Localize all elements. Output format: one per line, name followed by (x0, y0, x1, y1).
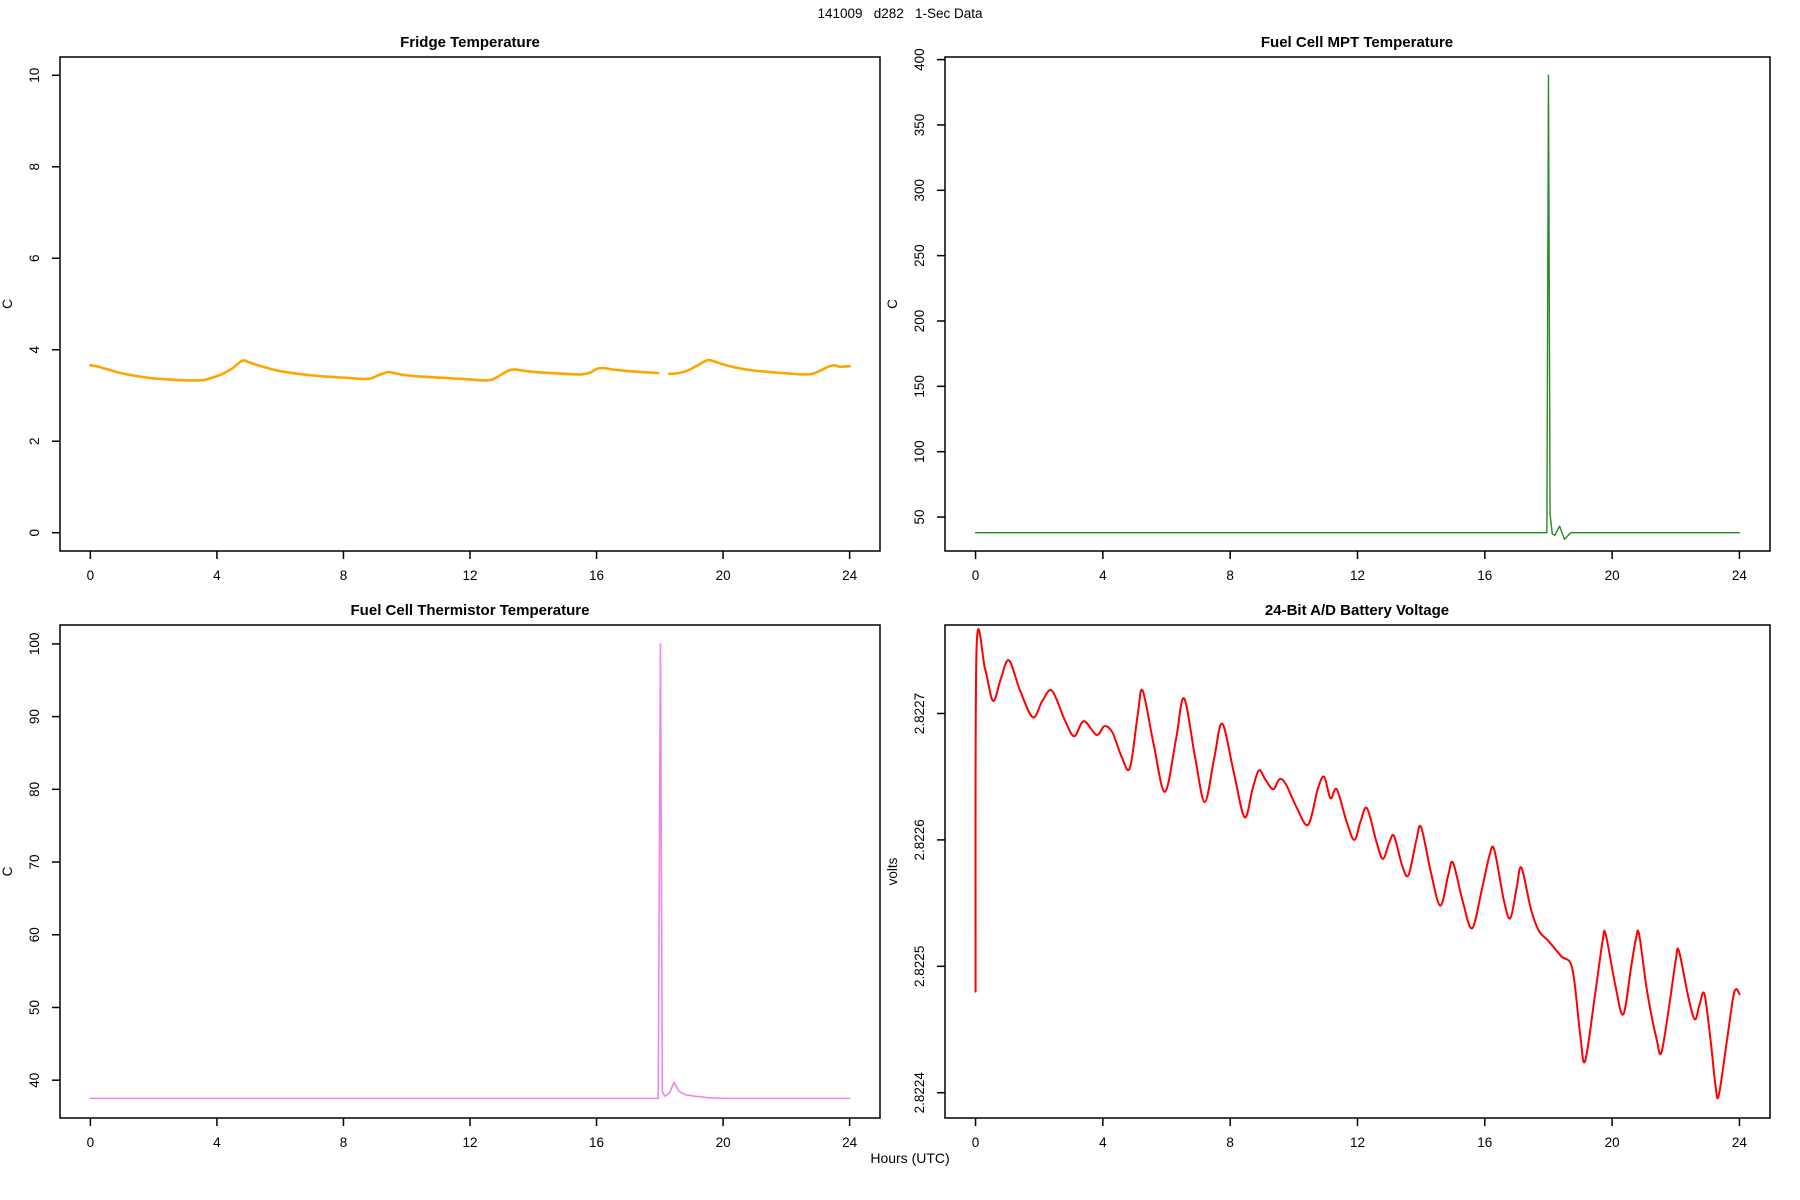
svg-text:12: 12 (462, 568, 477, 583)
panel-title-fuel-cell-mpt-temperature: Fuel Cell MPT Temperature (1260, 34, 1454, 51)
battery-voltage-x-axis: 0 4 8 12 16 20 24 (972, 1118, 1748, 1150)
battery-voltage-y-axis: 2.8224 2.8225 2.8226 2.8227 (912, 693, 945, 1114)
svg-text:400: 400 (912, 48, 927, 71)
panel-title-fuel-cell-thermistor-temperature: Fuel Cell Thermistor Temperature (350, 602, 590, 619)
svg-text:250: 250 (912, 244, 927, 267)
svg-text:12: 12 (1350, 568, 1365, 583)
battery-voltage-plot-box (944, 624, 1771, 1119)
svg-text:0: 0 (27, 529, 42, 537)
svg-text:10: 10 (27, 68, 42, 83)
svg-text:350: 350 (912, 114, 927, 137)
battery-voltage-y-axis-label: volts (885, 857, 900, 885)
fuel-cell-thermistor-temperature-plot-box (59, 624, 881, 1119)
svg-text:2.8226: 2.8226 (912, 819, 927, 860)
svg-text:300: 300 (912, 179, 927, 202)
fuel-cell-mpt-temperature-series (974, 74, 1741, 540)
main-title: 141009 d282 1-Sec Data (817, 6, 983, 21)
svg-text:0: 0 (972, 1135, 980, 1150)
fridge-temperature-series (89, 359, 660, 382)
svg-text:16: 16 (589, 1135, 604, 1150)
svg-text:24: 24 (842, 568, 858, 583)
svg-text:24: 24 (1732, 568, 1748, 583)
svg-text:2.8225: 2.8225 (912, 946, 927, 987)
svg-text:20: 20 (716, 568, 731, 583)
fuel-cell-thermistor-temperature-plot: 0 4 8 12 16 20 24 40 50 60 70 80 90 100 C (0, 624, 881, 1150)
svg-text:12: 12 (462, 1135, 477, 1150)
fuel-cell-thermistor-temperature-x-axis: 0 4 8 12 16 20 24 (87, 1118, 858, 1150)
svg-text:6: 6 (27, 255, 42, 263)
svg-text:60: 60 (27, 927, 42, 942)
fuel-cell-mpt-temperature-x-axis: 0 4 8 12 16 20 24 (972, 551, 1748, 583)
fridge-temperature-series (668, 358, 851, 376)
x-axis-label: Hours (UTC) (870, 1150, 950, 1166)
svg-text:100: 100 (912, 440, 927, 463)
svg-text:100: 100 (27, 633, 42, 656)
svg-text:12: 12 (1350, 1135, 1365, 1150)
svg-text:40: 40 (27, 1073, 42, 1088)
svg-text:20: 20 (1605, 1135, 1620, 1150)
svg-text:8: 8 (27, 163, 42, 171)
svg-text:50: 50 (912, 510, 927, 525)
fuel-cell-thermistor-temperature-y-axis: 40 50 60 70 80 90 100 (27, 633, 60, 1088)
svg-text:24: 24 (1732, 1135, 1748, 1150)
svg-text:2.8224: 2.8224 (912, 1072, 927, 1114)
svg-text:70: 70 (27, 855, 42, 870)
svg-text:90: 90 (27, 709, 42, 724)
fridge-temperature-plot-box (59, 56, 881, 552)
fuel-cell-mpt-temperature-plot-box (944, 56, 1771, 552)
fridge-temperature-y-axis: 0 2 4 6 8 10 (27, 68, 60, 537)
svg-text:4: 4 (1099, 1135, 1107, 1150)
fuel-cell-thermistor-temperature-y-axis-label: C (0, 866, 15, 876)
svg-text:16: 16 (1477, 1135, 1492, 1150)
svg-text:4: 4 (213, 1135, 221, 1150)
fuel-cell-thermistor-temperature-series (89, 643, 851, 1100)
svg-text:0: 0 (87, 1135, 95, 1150)
panel-title-battery-voltage: 24-Bit A/D Battery Voltage (1264, 602, 1450, 619)
svg-text:8: 8 (340, 568, 348, 583)
svg-text:2: 2 (27, 437, 42, 445)
svg-text:150: 150 (912, 375, 927, 398)
svg-text:16: 16 (1477, 568, 1492, 583)
fuel-cell-mpt-temperature-y-axis-label: C (885, 299, 900, 309)
svg-text:8: 8 (1226, 1135, 1234, 1150)
battery-voltage-series (974, 628, 1741, 1100)
panel-title-fridge-temperature: Fridge Temperature (400, 34, 540, 51)
svg-text:8: 8 (340, 1135, 348, 1150)
svg-text:4: 4 (1099, 568, 1107, 583)
fridge-temperature-y-axis-label: C (0, 299, 15, 309)
svg-text:4: 4 (27, 345, 42, 353)
svg-text:200: 200 (912, 310, 927, 333)
svg-text:2.8227: 2.8227 (912, 693, 927, 734)
svg-text:16: 16 (589, 568, 604, 583)
svg-text:20: 20 (1605, 568, 1620, 583)
svg-text:24: 24 (842, 1135, 858, 1150)
svg-text:4: 4 (213, 568, 221, 583)
fuel-cell-mpt-temperature-y-axis: 50 100 150 200 250 300 350 400 (912, 48, 945, 525)
fridge-temperature-x-axis: 0 4 8 12 16 20 24 (87, 551, 858, 583)
svg-text:50: 50 (27, 1000, 42, 1015)
battery-voltage-plot: 0 4 8 12 16 20 24 2.8224 2.8225 2.8226 2.8227 volts (885, 624, 1771, 1150)
svg-text:80: 80 (27, 782, 42, 797)
fuel-cell-mpt-temperature-plot: 0 4 8 12 16 20 24 50 100 150 200 250 300 350 400 C (885, 48, 1771, 583)
svg-text:0: 0 (87, 568, 95, 583)
svg-text:20: 20 (716, 1135, 731, 1150)
svg-text:0: 0 (972, 568, 980, 583)
svg-text:8: 8 (1226, 568, 1234, 583)
